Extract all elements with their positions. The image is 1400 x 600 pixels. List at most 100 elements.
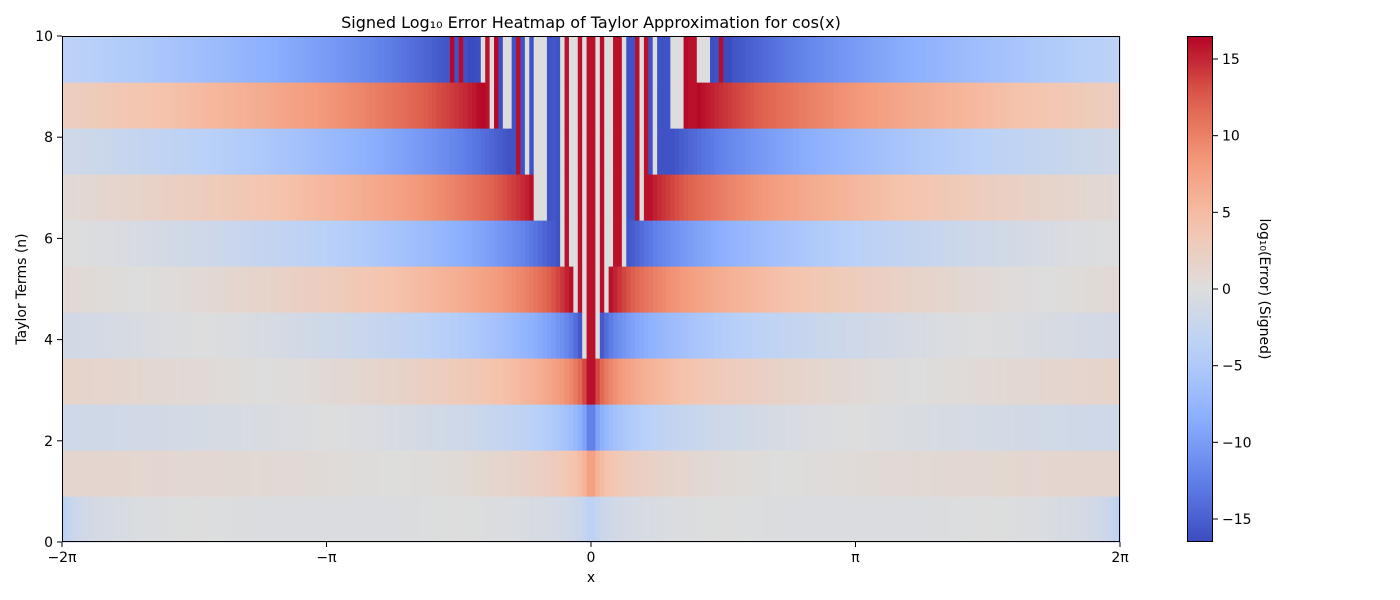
heatmap-cell: [1031, 36, 1037, 83]
heatmap-cell: [423, 82, 429, 129]
heatmap-cell: [732, 174, 738, 221]
heatmap-cell: [141, 174, 147, 221]
heatmap-cell: [264, 220, 270, 267]
heatmap-cell: [238, 496, 244, 543]
heatmap-cell: [670, 36, 676, 83]
heatmap-cell: [463, 220, 469, 267]
heatmap-cell: [740, 496, 746, 543]
heatmap-cell: [84, 82, 90, 129]
heatmap-cell: [251, 312, 257, 359]
heatmap-cell: [842, 128, 848, 175]
heatmap-cell: [683, 312, 689, 359]
heatmap-cell: [546, 128, 552, 175]
heatmap-cell: [837, 496, 843, 543]
heatmap-cell: [247, 174, 253, 221]
heatmap-cell: [339, 266, 345, 313]
heatmap-cell: [978, 128, 984, 175]
heatmap-cell: [1040, 404, 1046, 451]
heatmap-cell: [1036, 266, 1042, 313]
heatmap-cell: [626, 82, 632, 129]
heatmap-cell: [736, 36, 742, 83]
heatmap-cell: [300, 266, 306, 313]
heatmap-cell: [908, 496, 914, 543]
heatmap-cell: [485, 450, 491, 497]
heatmap-cell: [771, 450, 777, 497]
heatmap-cell: [414, 450, 420, 497]
heatmap-cell: [595, 404, 601, 451]
heatmap-cell: [679, 496, 685, 543]
heatmap-cell: [864, 128, 870, 175]
heatmap-cell: [599, 404, 605, 451]
heatmap-cell: [749, 220, 755, 267]
heatmap-cell: [758, 450, 764, 497]
heatmap-cell: [405, 174, 411, 221]
heatmap-cell: [176, 220, 182, 267]
heatmap-cell: [798, 312, 804, 359]
heatmap-cell: [489, 128, 495, 175]
heatmap-cell: [1023, 312, 1029, 359]
heatmap-cell: [463, 36, 469, 83]
heatmap-cell: [84, 266, 90, 313]
heatmap-cell: [251, 266, 257, 313]
heatmap-cell: [198, 496, 204, 543]
heatmap-cell: [560, 82, 566, 129]
heatmap-cell: [181, 266, 187, 313]
heatmap-cell: [423, 266, 429, 313]
heatmap-cell: [837, 128, 843, 175]
heatmap-cell: [930, 496, 936, 543]
heatmap-cell: [815, 220, 821, 267]
heatmap-cell: [621, 496, 627, 543]
heatmap-cell: [732, 312, 738, 359]
heatmap-cell: [710, 404, 716, 451]
heatmap-cell: [370, 450, 376, 497]
heatmap-cell: [414, 266, 420, 313]
heatmap-cell: [366, 358, 372, 405]
heatmap-cell: [498, 36, 504, 83]
heatmap-cell: [701, 128, 707, 175]
heatmap-cell: [564, 312, 570, 359]
heatmap-cell: [1058, 82, 1064, 129]
heatmap-cell: [568, 128, 574, 175]
heatmap-cell: [1009, 450, 1015, 497]
heatmap-cell: [216, 220, 222, 267]
heatmap-cell: [1067, 312, 1073, 359]
heatmap-cell: [414, 36, 420, 83]
heatmap-cell: [1036, 82, 1042, 129]
heatmap-cell: [502, 450, 508, 497]
heatmap-cell: [956, 82, 962, 129]
heatmap-cell: [419, 312, 425, 359]
heatmap-cell: [388, 128, 394, 175]
heatmap-cell: [912, 266, 918, 313]
heatmap-cell: [498, 404, 504, 451]
heatmap-cell: [749, 36, 755, 83]
heatmap-cell: [837, 312, 843, 359]
heatmap-cell: [471, 82, 477, 129]
heatmap-cell: [397, 128, 403, 175]
heatmap-cell: [383, 450, 389, 497]
heatmap-cell: [718, 82, 724, 129]
heatmap-cell: [304, 450, 310, 497]
heatmap-cell: [842, 220, 848, 267]
heatmap-cell: [551, 496, 557, 543]
heatmap-cell: [714, 266, 720, 313]
heatmap-cell: [568, 404, 574, 451]
heatmap-cell: [1097, 82, 1103, 129]
heatmap-cell: [357, 220, 363, 267]
heatmap-cell: [255, 220, 261, 267]
heatmap-cell: [154, 220, 160, 267]
heatmap-cell: [621, 358, 627, 405]
heatmap-cell: [577, 36, 583, 83]
heatmap-cell: [705, 220, 711, 267]
heatmap-cell: [842, 174, 848, 221]
heatmap-cell: [260, 404, 266, 451]
heatmap-cell: [661, 128, 667, 175]
heatmap-cell: [1111, 450, 1117, 497]
heatmap-cell: [185, 220, 191, 267]
heatmap-cell: [608, 404, 614, 451]
heatmap-cell: [899, 128, 905, 175]
heatmap-cell: [784, 128, 790, 175]
heatmap-cell: [300, 404, 306, 451]
heatmap-cell: [480, 220, 486, 267]
heatmap-cell: [269, 496, 275, 543]
